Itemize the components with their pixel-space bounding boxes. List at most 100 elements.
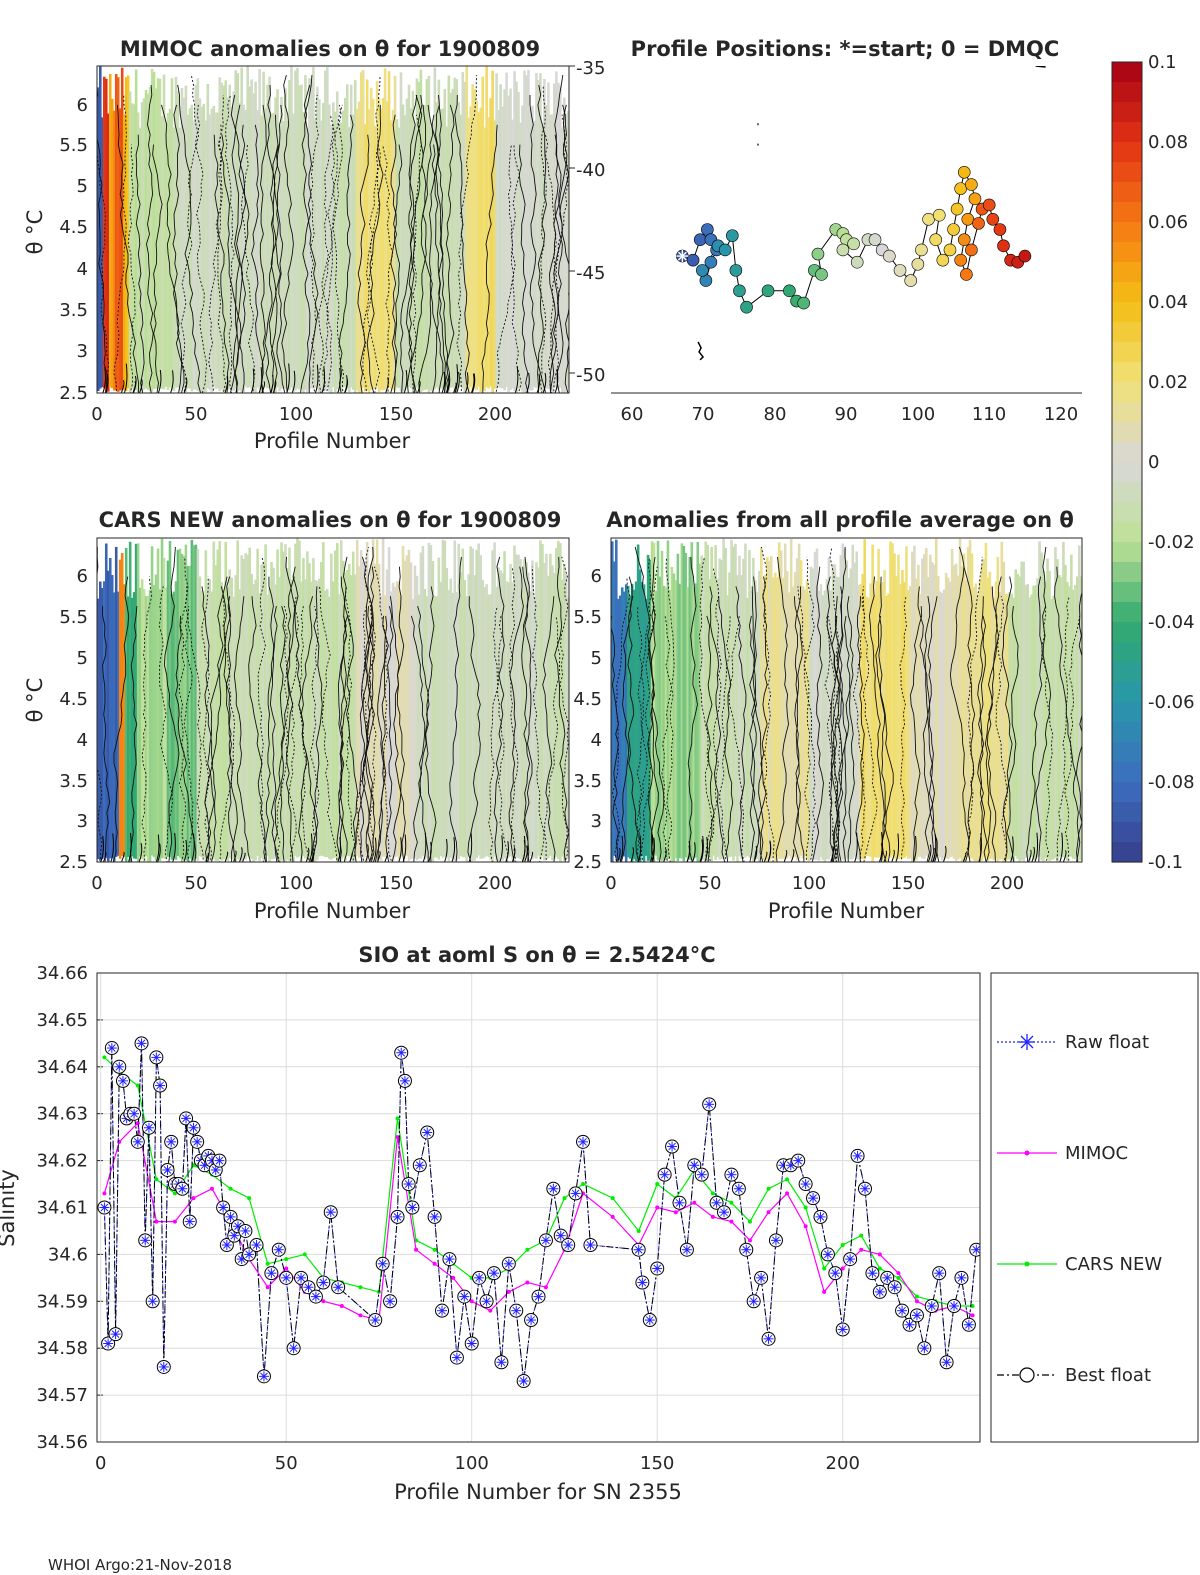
cars-new-point [432,1247,437,1252]
heatmap-column [932,564,936,857]
heatmap-column [355,539,359,856]
heatmap-contour [536,373,541,393]
heatmap-column [962,553,966,862]
heatmap-column [499,84,502,389]
heatmap-column [724,547,727,856]
best-float-point [383,1294,398,1309]
heatmap-contour [508,566,519,862]
raw-float-marker [711,1197,722,1208]
heatmap-contour [242,852,246,862]
heatmap-column [849,568,853,860]
heatmap-column [523,70,526,393]
heatmap-column [328,104,331,392]
colorbar-cell [1112,222,1142,243]
heatmap-column [545,553,548,859]
best-float-point [427,1209,442,1224]
heatmap-column [614,539,618,859]
heatmap-column [343,98,347,387]
heatmap-column [851,544,855,860]
heatmap-column [276,549,279,858]
heatmap-contour [184,586,205,862]
best-float-point [739,1242,754,1257]
heatmap-contour [492,606,509,862]
heatmap-column [766,556,769,860]
heatmap-column [447,75,451,392]
raw-float-marker [143,1122,154,1133]
raw-float-marker [941,1357,952,1368]
heatmap-column [399,596,403,856]
colorbar-cell [1112,782,1142,803]
heatmap-contour [542,372,547,393]
heatmap-column [1044,581,1047,858]
heatmap-column [246,554,249,857]
colorbar-cell [1112,842,1142,863]
best-float-point [538,1233,553,1248]
heatmap-column [276,89,279,388]
heatmap-column [308,563,311,862]
profile-position-point [950,202,964,216]
profile-position-point [868,233,882,247]
heatmap-column [541,544,544,857]
heatmap-column [248,86,251,388]
profile-position-point [726,229,739,242]
salinity-ytick: 34.65 [36,1010,88,1031]
heatmap-column [226,586,230,861]
heatmap-column [921,558,924,859]
heatmap-column [748,550,751,858]
heatmap-column [256,548,259,856]
mimoc-point [729,1219,734,1224]
heatmap-column [457,102,461,388]
best-float-point [153,1078,168,1093]
raw-float-marker [229,1230,240,1241]
raw-float-marker [225,1211,236,1222]
heatmap-contour [783,849,788,862]
heatmap-column [377,563,381,859]
best-float-point [724,1167,739,1182]
heatmap-column [341,110,345,388]
heatmap-column [505,72,508,388]
heatmap-column [948,581,952,858]
heatmap-column [545,105,548,389]
heatmap-column [326,67,329,388]
heatmap-column [481,76,484,390]
heatmap-column [298,85,301,390]
heatmap-contour [97,151,110,393]
heatmap-column [332,581,335,859]
heatmap-contour [175,615,197,862]
heatmap-column [250,573,253,860]
raw-float-marker [147,1296,158,1307]
salinity-xtick: 0 [95,1453,106,1474]
heatmap-column [1006,593,1010,860]
heatmap-column [124,548,128,862]
profile-position-point [961,212,975,226]
heatmap-column [116,591,120,856]
cars-new-point [636,1228,641,1233]
heatmap-column [499,570,502,856]
heatmap-column [330,553,333,860]
best-float-point [112,1059,127,1074]
heatmap-contour [699,839,704,862]
heatmap-column [377,98,381,393]
heatmap-column [160,116,164,390]
mimoc-xticks: 0 50 100 150 200 [91,404,512,425]
heatmap-column [150,546,154,856]
heatmap-contour [120,380,125,393]
positions-ytick: -40 [576,160,605,181]
best-float-point [947,1298,962,1313]
heatmap-contour [456,75,478,393]
raw-float-marker [741,1244,752,1255]
allavg-xlabel: Profile Number [768,899,925,923]
heatmap-column [537,80,540,390]
heatmap-column [636,544,640,862]
heatmap-contour [110,833,114,862]
raw-float-marker [437,1305,448,1316]
heatmap-column [421,104,425,391]
heatmap-column [565,113,568,393]
best-float-point [182,1214,197,1229]
heatmap-column [124,77,128,391]
heatmap-column [292,574,295,862]
heatmap-contour [435,94,450,393]
profile-position-point [986,212,1000,226]
salinity-xtick: 100 [455,1453,489,1474]
heatmap-column [102,76,106,389]
